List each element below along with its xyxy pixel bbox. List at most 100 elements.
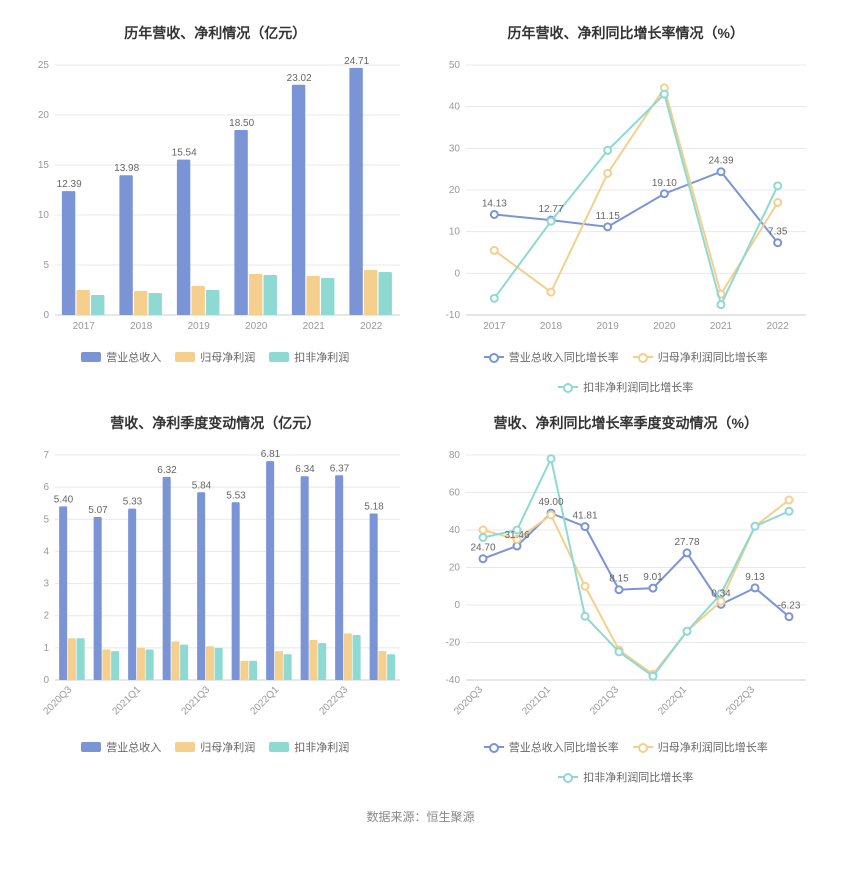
chart3-title: 营收、净利季度变动情况（亿元） xyxy=(20,413,411,433)
svg-text:2017: 2017 xyxy=(483,321,506,332)
svg-text:5: 5 xyxy=(43,260,49,271)
svg-text:6.34: 6.34 xyxy=(295,464,315,475)
svg-text:80: 80 xyxy=(448,450,460,461)
svg-text:2021Q1: 2021Q1 xyxy=(520,684,553,717)
svg-text:5.07: 5.07 xyxy=(88,505,108,516)
svg-text:5.84: 5.84 xyxy=(192,480,212,491)
svg-text:27.78: 27.78 xyxy=(674,537,699,548)
svg-text:31.46: 31.46 xyxy=(504,530,529,541)
chart4-title: 营收、净利同比增长率季度变动情况（%） xyxy=(431,413,822,433)
legend-item: 营业总收入同比增长率 xyxy=(484,349,619,365)
chart4-legend: 营业总收入同比增长率 归母净利润同比增长率扣非净利润同比增长率 xyxy=(431,739,822,785)
svg-text:2022Q1: 2022Q1 xyxy=(248,684,281,717)
legend-swatch xyxy=(269,742,289,752)
svg-text:2022Q3: 2022Q3 xyxy=(724,684,757,717)
svg-text:2022: 2022 xyxy=(360,321,383,332)
chart3-legend: 营业总收入 归母净利润 扣非净利润 xyxy=(20,739,411,755)
svg-text:2021Q1: 2021Q1 xyxy=(110,684,143,717)
legend-item: 归母净利润 xyxy=(175,739,255,755)
svg-text:2021Q3: 2021Q3 xyxy=(179,684,212,717)
legend-swatch xyxy=(175,742,195,752)
legend-item: 归母净利润同比增长率 xyxy=(633,349,768,365)
svg-text:5.40: 5.40 xyxy=(54,494,74,505)
legend-label: 扣非净利润同比增长率 xyxy=(583,379,693,395)
panel-annual-revenue: 历年营收、净利情况（亿元） 051015202512.39201713.9820… xyxy=(10,10,421,400)
legend-line-icon xyxy=(633,746,653,748)
svg-text:10: 10 xyxy=(448,227,460,238)
svg-text:15: 15 xyxy=(38,160,50,171)
svg-text:12.77: 12.77 xyxy=(538,204,563,215)
svg-text:2019: 2019 xyxy=(188,321,211,332)
legend-label: 扣非净利润同比增长率 xyxy=(583,769,693,785)
svg-text:15.54: 15.54 xyxy=(172,148,197,159)
svg-text:2020: 2020 xyxy=(245,321,268,332)
svg-text:2021: 2021 xyxy=(303,321,326,332)
panel-quarterly-revenue: 营收、净利季度变动情况（亿元） 012345675.402020Q35.075.… xyxy=(10,400,421,790)
svg-text:2022Q3: 2022Q3 xyxy=(317,684,350,717)
data-source-footer: 数据来源：恒生聚源 xyxy=(10,808,831,825)
svg-text:18.50: 18.50 xyxy=(229,118,254,129)
chart1-title: 历年营收、净利情况（亿元） xyxy=(20,23,411,43)
svg-text:-20: -20 xyxy=(445,638,460,649)
legend-label: 归母净利润 xyxy=(200,349,255,365)
svg-text:2021Q3: 2021Q3 xyxy=(588,684,621,717)
chart2-area: -100102030405020172018201920202021202214… xyxy=(431,55,822,345)
legend-item: 扣非净利润 xyxy=(269,739,349,755)
legend-item: 扣非净利润同比增长率 xyxy=(558,379,693,395)
svg-text:7.35: 7.35 xyxy=(767,227,787,238)
legend-label: 归母净利润 xyxy=(200,739,255,755)
chart1-area: 051015202512.39201713.98201815.54201918.… xyxy=(20,55,411,345)
svg-text:20: 20 xyxy=(448,563,460,574)
svg-text:6.32: 6.32 xyxy=(157,465,177,476)
legend-swatch xyxy=(81,352,101,362)
svg-text:24.70: 24.70 xyxy=(470,543,495,554)
legend-line-icon xyxy=(558,776,578,778)
svg-text:-10: -10 xyxy=(445,310,460,321)
chart2-title: 历年营收、净利同比增长率情况（%） xyxy=(431,23,822,43)
legend-swatch xyxy=(269,352,289,362)
svg-text:6: 6 xyxy=(43,482,49,493)
svg-text:23.02: 23.02 xyxy=(287,73,312,84)
svg-text:2021: 2021 xyxy=(709,321,732,332)
svg-text:20: 20 xyxy=(38,110,50,121)
svg-text:24.39: 24.39 xyxy=(708,156,733,167)
svg-text:2018: 2018 xyxy=(539,321,562,332)
svg-text:3: 3 xyxy=(43,579,49,590)
legend-label: 扣非净利润 xyxy=(294,739,349,755)
chart2-legend: 营业总收入同比增长率归母净利润同比增长率扣非净利润同比增长率 xyxy=(431,349,822,395)
svg-text:41.81: 41.81 xyxy=(572,511,597,522)
svg-text:-6.23: -6.23 xyxy=(777,601,800,612)
legend-swatch xyxy=(81,742,101,752)
svg-text:14.13: 14.13 xyxy=(481,198,506,209)
legend-line-icon xyxy=(484,746,504,748)
legend-label: 扣非净利润 xyxy=(294,349,349,365)
svg-text:2019: 2019 xyxy=(596,321,619,332)
svg-text:24.71: 24.71 xyxy=(344,56,369,67)
svg-text:2018: 2018 xyxy=(130,321,153,332)
legend-label: 营业总收入 xyxy=(106,739,161,755)
chart3-area: 012345675.402020Q35.075.332021Q16.325.84… xyxy=(20,445,411,735)
chart1-legend: 营业总收入 归母净利润 扣非净利润 xyxy=(20,349,411,365)
svg-text:2022Q1: 2022Q1 xyxy=(656,684,689,717)
svg-text:4: 4 xyxy=(43,546,49,557)
svg-text:19.10: 19.10 xyxy=(651,178,676,189)
legend-item: 营业总收入同比增长率 xyxy=(484,739,619,755)
svg-text:7: 7 xyxy=(43,450,49,461)
svg-text:25: 25 xyxy=(38,60,50,71)
legend-label: 归母净利润同比增长率 xyxy=(658,739,768,755)
legend-label: 营业总收入 xyxy=(106,349,161,365)
legend-item: 归母净利润同比增长率 xyxy=(633,739,768,755)
svg-text:0: 0 xyxy=(43,310,49,321)
legend-item: 扣非净利润 xyxy=(269,349,349,365)
svg-text:2: 2 xyxy=(43,611,49,622)
panel-quarterly-growth: 营收、净利同比增长率季度变动情况（%） -40-200204060802020Q… xyxy=(421,400,832,790)
svg-text:2020: 2020 xyxy=(653,321,676,332)
legend-item: 营业总收入 xyxy=(81,739,161,755)
svg-text:6.81: 6.81 xyxy=(261,449,281,460)
svg-text:0: 0 xyxy=(454,600,460,611)
svg-text:49.00: 49.00 xyxy=(538,497,563,508)
svg-text:13.98: 13.98 xyxy=(114,163,139,174)
svg-text:9.13: 9.13 xyxy=(745,572,765,583)
svg-text:8.15: 8.15 xyxy=(609,574,629,585)
svg-text:5.33: 5.33 xyxy=(123,497,143,508)
